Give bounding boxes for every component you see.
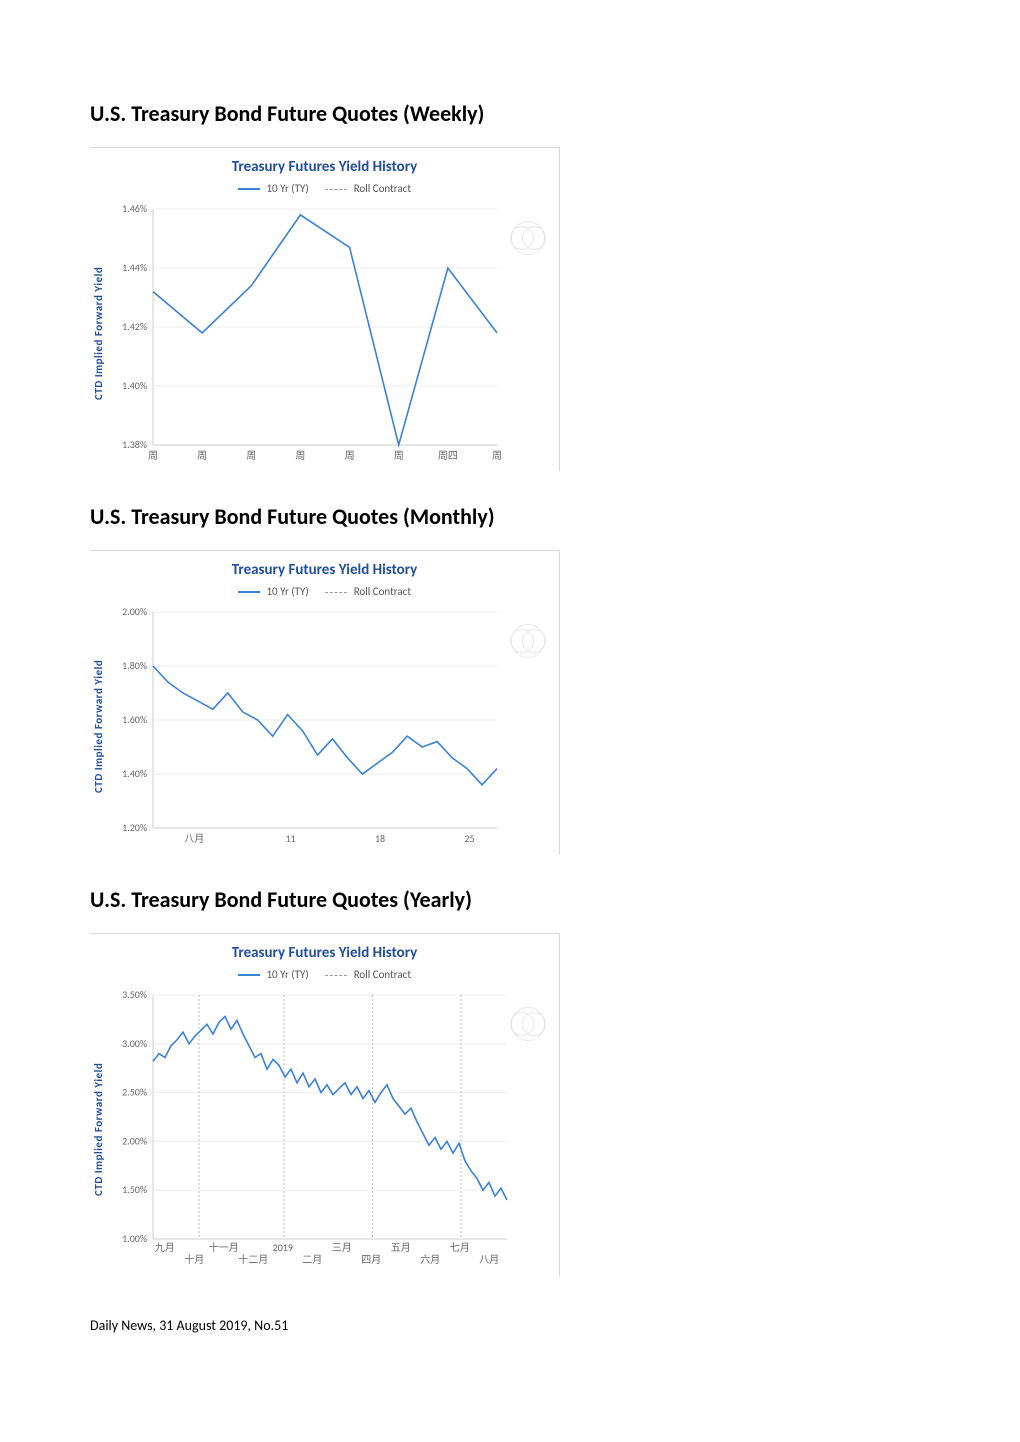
svg-text:周: 周 bbox=[197, 449, 207, 462]
svg-text:八月: 八月 bbox=[184, 832, 204, 845]
chart-svg-yearly: 1.00% 1.50% 2.00% 2.50% 3.00% 3.50% 九月 十一月 2019 三… bbox=[107, 989, 517, 1269]
svg-text:周: 周 bbox=[246, 449, 256, 462]
chart-legend: 10 Yr (TY) Roll Contract bbox=[90, 968, 559, 981]
chart-legend: 10 Yr (TY) Roll Contract bbox=[90, 585, 559, 598]
svg-text:十二月: 十二月 bbox=[238, 1253, 268, 1266]
svg-text:七月: 七月 bbox=[450, 1241, 470, 1254]
svg-text:1.44%: 1.44% bbox=[122, 261, 147, 274]
svg-text:十一月: 十一月 bbox=[209, 1241, 239, 1254]
svg-text:周: 周 bbox=[295, 449, 305, 462]
svg-text:2.00%: 2.00% bbox=[122, 1134, 147, 1147]
legend-swatch-dash bbox=[325, 975, 347, 976]
svg-text:1.42%: 1.42% bbox=[122, 320, 147, 333]
svg-text:1.80%: 1.80% bbox=[122, 659, 147, 672]
svg-text:五月: 五月 bbox=[391, 1241, 411, 1254]
y-axis-label: CTD Implied Forward Yield bbox=[90, 606, 107, 846]
svg-text:1.50%: 1.50% bbox=[122, 1183, 147, 1196]
y-axis-label: CTD Implied Forward Yield bbox=[90, 203, 107, 463]
svg-text:1.40%: 1.40% bbox=[122, 767, 147, 780]
heading-weekly: U.S. Treasury Bond Future Quotes (Weekly… bbox=[90, 100, 930, 127]
heading-monthly: U.S. Treasury Bond Future Quotes (Monthl… bbox=[90, 503, 930, 530]
svg-text:1.46%: 1.46% bbox=[122, 203, 147, 215]
chart-title: Treasury Futures Yield History bbox=[90, 158, 559, 176]
heading-yearly: U.S. Treasury Bond Future Quotes (Yearly… bbox=[90, 886, 930, 913]
watermark-icon bbox=[511, 221, 545, 255]
chart-svg-monthly: 1.20% 1.40% 1.60% 1.80% 2.00% 八月 11 18 25 bbox=[107, 606, 507, 846]
svg-text:2.00%: 2.00% bbox=[122, 606, 147, 618]
legend-swatch-line bbox=[238, 974, 260, 976]
chart-title: Treasury Futures Yield History bbox=[90, 561, 559, 579]
legend-label-b: Roll Contract bbox=[354, 968, 411, 981]
chart-title: Treasury Futures Yield History bbox=[90, 944, 559, 962]
svg-text:1.38%: 1.38% bbox=[122, 438, 147, 451]
legend-label-b: Roll Contract bbox=[354, 182, 411, 195]
chart-monthly: Treasury Futures Yield History 10 Yr (TY… bbox=[90, 550, 560, 854]
legend-swatch-line bbox=[238, 591, 260, 593]
chart-yearly: Treasury Futures Yield History 10 Yr (TY… bbox=[90, 933, 560, 1277]
svg-text:九月: 九月 bbox=[155, 1241, 175, 1254]
watermark-icon bbox=[511, 1007, 545, 1041]
svg-text:1.20%: 1.20% bbox=[122, 821, 147, 834]
chart-svg-weekly: 1.38% 1.40% 1.42% 1.44% 1.46% 周 周 周 周 周 周 周四 周 bbox=[107, 203, 507, 463]
svg-text:18: 18 bbox=[375, 832, 385, 845]
svg-text:周: 周 bbox=[345, 449, 355, 462]
svg-text:11: 11 bbox=[286, 832, 296, 845]
watermark-icon bbox=[511, 624, 545, 658]
svg-text:3.50%: 3.50% bbox=[122, 989, 147, 1001]
legend-swatch-dash bbox=[325, 189, 347, 190]
svg-text:周: 周 bbox=[492, 449, 502, 462]
svg-text:3.00%: 3.00% bbox=[122, 1037, 147, 1050]
svg-text:四月: 四月 bbox=[361, 1253, 381, 1266]
y-axis-label: CTD Implied Forward Yield bbox=[90, 989, 107, 1269]
legend-label-a: 10 Yr (TY) bbox=[266, 182, 308, 195]
svg-text:1.60%: 1.60% bbox=[122, 713, 147, 726]
page-footer: Daily News, 31 August 2019, No.51 bbox=[90, 1317, 930, 1334]
svg-text:1.40%: 1.40% bbox=[122, 379, 147, 392]
legend-swatch-dash bbox=[325, 592, 347, 593]
svg-text:周: 周 bbox=[148, 449, 158, 462]
legend-label-b: Roll Contract bbox=[354, 585, 411, 598]
svg-text:周: 周 bbox=[394, 449, 404, 462]
chart-legend: 10 Yr (TY) Roll Contract bbox=[90, 182, 559, 195]
svg-text:三月: 三月 bbox=[332, 1241, 352, 1254]
legend-label-a: 10 Yr (TY) bbox=[266, 585, 308, 598]
svg-text:十月: 十月 bbox=[184, 1253, 204, 1266]
svg-text:八月: 八月 bbox=[479, 1253, 499, 1266]
svg-text:六月: 六月 bbox=[420, 1253, 440, 1266]
legend-label-a: 10 Yr (TY) bbox=[266, 968, 308, 981]
svg-text:1.00%: 1.00% bbox=[122, 1232, 147, 1245]
svg-text:周四: 周四 bbox=[438, 449, 458, 462]
svg-text:2.50%: 2.50% bbox=[122, 1086, 147, 1099]
svg-text:2019: 2019 bbox=[273, 1241, 293, 1254]
svg-text:25: 25 bbox=[464, 832, 474, 845]
svg-text:二月: 二月 bbox=[302, 1253, 322, 1266]
chart-weekly: Treasury Futures Yield History 10 Yr (TY… bbox=[90, 147, 560, 471]
legend-swatch-line bbox=[238, 188, 260, 190]
